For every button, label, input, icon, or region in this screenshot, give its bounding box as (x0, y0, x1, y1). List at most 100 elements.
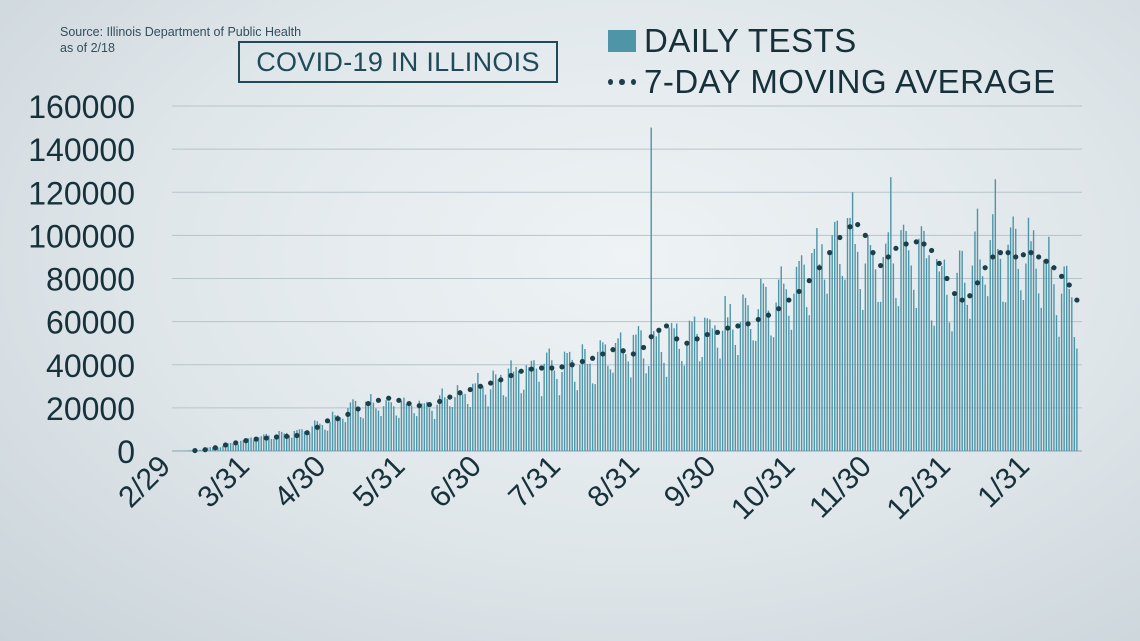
daily-test-bar (642, 358, 645, 451)
daily-test-bar (472, 383, 474, 451)
as-of-date: as of 2/18 (60, 41, 115, 55)
daily-test-bar (930, 320, 933, 451)
daily-test-bar (232, 443, 234, 451)
daily-test-bar (303, 431, 306, 451)
daily-test-bar (329, 421, 331, 451)
daily-test-bar (734, 344, 737, 451)
moving-average-dot (893, 245, 899, 251)
daily-test-bar (744, 297, 747, 451)
daily-test-bar (387, 401, 390, 451)
daily-test-bar (923, 230, 925, 451)
daily-test-bar (663, 362, 665, 451)
daily-test-bar (811, 253, 813, 451)
moving-average-dot (1059, 273, 1065, 279)
daily-test-bar (523, 389, 525, 451)
daily-test-bar (596, 351, 599, 451)
moving-average-dot (903, 241, 909, 247)
daily-test-bar (446, 399, 448, 451)
daily-test-bar (367, 401, 369, 451)
daily-test-bar (739, 321, 742, 451)
moving-average-dot (725, 325, 731, 331)
y-tick-label: 0 (117, 434, 135, 470)
moving-average-dot (620, 348, 626, 354)
daily-test-bar (563, 351, 566, 451)
moving-average-dot (704, 331, 710, 338)
moving-average-dot (684, 340, 690, 346)
daily-test-bar (879, 301, 882, 451)
daily-test-bar (862, 309, 864, 451)
moving-average-dot (273, 434, 280, 440)
daily-test-bar (964, 282, 966, 451)
y-tick-label: 100000 (28, 218, 135, 254)
moving-average-dot (559, 364, 565, 370)
moving-average-dot (827, 250, 833, 256)
daily-test-bar (466, 403, 469, 451)
daily-test-bar (242, 440, 245, 451)
daily-test-bar (186, 450, 188, 451)
moving-average-dot (806, 278, 812, 284)
daily-test-bar (630, 377, 632, 451)
daily-test-bar (235, 444, 237, 451)
daily-test-bar (900, 230, 902, 451)
daily-test-bar (650, 127, 652, 451)
daily-test-bar (540, 396, 543, 451)
daily-test-bar (1058, 336, 1060, 451)
daily-test-bar (1066, 265, 1068, 451)
daily-test-bar (882, 257, 884, 451)
moving-average-dot (837, 234, 843, 241)
moving-average-dot (202, 447, 208, 453)
daily-test-bar (510, 360, 512, 451)
daily-test-bar (607, 365, 609, 451)
daily-test-bar (627, 361, 629, 451)
moving-average-dot (1074, 297, 1080, 303)
daily-test-bar (976, 208, 979, 451)
moving-average-dot (663, 323, 670, 329)
moving-average-dot (447, 394, 453, 400)
daily-test-bar (209, 447, 211, 451)
daily-test-bar (828, 250, 831, 451)
daily-test-bar (393, 406, 395, 451)
moving-average-dot (284, 433, 290, 439)
daily-test-bar (823, 279, 826, 451)
moving-average-dot (528, 366, 535, 372)
daily-test-bar (936, 259, 938, 451)
moving-average-dot (990, 254, 996, 260)
daily-test-bar (217, 447, 219, 451)
moving-average-dot (1013, 254, 1019, 260)
moving-average-dot (569, 362, 575, 368)
daily-test-bar (696, 333, 698, 451)
daily-test-bar (999, 258, 1002, 451)
daily-test-bar (426, 401, 428, 451)
daily-test-bar (1007, 244, 1009, 451)
moving-average-dot (263, 435, 269, 441)
moving-average-dot (1043, 258, 1049, 264)
moving-average-dot (335, 416, 341, 422)
moving-average-dot (314, 424, 320, 430)
moving-average-dot (222, 442, 229, 448)
daily-test-bar (851, 192, 854, 451)
daily-test-bar (834, 221, 836, 451)
daily-test-bar (747, 305, 749, 451)
daily-test-bar (199, 449, 201, 451)
daily-test-bar (591, 383, 594, 451)
daily-test-bar (798, 260, 800, 451)
daily-test-bar (844, 279, 846, 451)
daily-test-bar (676, 323, 678, 451)
daily-test-bar (821, 244, 823, 451)
daily-test-bar (362, 418, 364, 451)
moving-average-dot (714, 329, 721, 336)
moving-average-dot (396, 397, 402, 403)
daily-test-bar (283, 433, 285, 451)
daily-test-bar (726, 317, 729, 451)
daily-test-bar (732, 329, 734, 451)
daily-test-bar (324, 429, 326, 451)
daily-test-bar (729, 304, 731, 451)
daily-test-bar (395, 415, 398, 451)
chart-title: COVID-19 IN ILLINOIS (238, 41, 558, 83)
daily-test-bar (772, 337, 775, 451)
legend-moving-average-label: 7-DAY MOVING AVERAGE (644, 63, 1056, 100)
daily-test-bar (515, 367, 517, 451)
daily-test-bar (907, 250, 910, 451)
daily-test-bar (1030, 241, 1032, 451)
